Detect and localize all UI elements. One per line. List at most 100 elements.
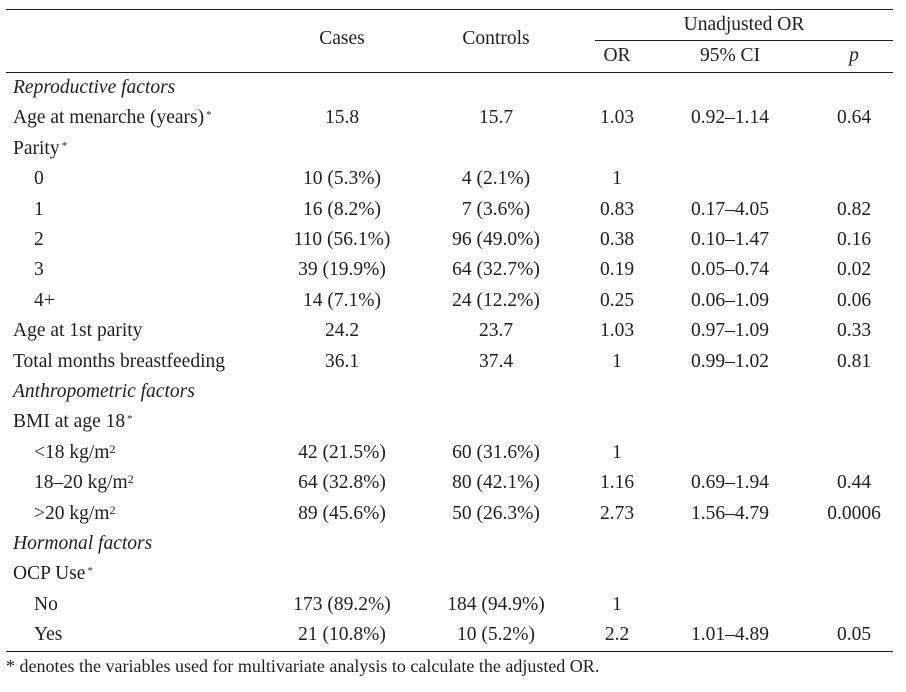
row-label-text: Anthropometric factors <box>13 381 195 402</box>
cell-controls: 37.4 <box>478 351 514 372</box>
row-label-text: 18–20 kg/m <box>34 472 128 493</box>
cell-p: 0.16 <box>836 229 872 250</box>
cell-controls: 64 (32.7%) <box>452 259 540 280</box>
section-heading: Hormonal factors <box>13 532 152 556</box>
cell-controls: 24 (12.2%) <box>452 290 540 311</box>
row-label: Total months breastfeeding <box>13 350 225 374</box>
row-label: No <box>34 593 58 617</box>
cell-controls: 15.7 <box>478 107 514 128</box>
unit-exponent: 2 <box>109 442 116 456</box>
cell-controls: 23.7 <box>478 320 514 341</box>
row-label-text: 1 <box>34 199 44 220</box>
cell-or: 1.03 <box>599 320 635 341</box>
cell-p: 0.06 <box>836 290 872 311</box>
row-label-text: 0 <box>34 168 44 189</box>
multivariate-marker: * <box>206 109 212 121</box>
cell-or: 1.16 <box>599 472 635 493</box>
row-label-text: Yes <box>34 624 63 645</box>
cell-controls: 4 (2.1%) <box>461 168 531 189</box>
header-or: OR <box>603 45 631 66</box>
cell-cases: 39 (19.9%) <box>298 259 386 280</box>
row-label: Parity * <box>13 137 67 161</box>
cell-p: 0.02 <box>836 259 872 280</box>
row-label: OCP Use * <box>13 562 93 586</box>
cell-or: 1 <box>612 168 622 189</box>
cell-p: 0.64 <box>836 107 872 128</box>
cell-or: 0.25 <box>599 290 635 311</box>
row-label-text: 2 <box>34 229 44 250</box>
row-label: 0 <box>34 167 44 191</box>
cell-cases: 21 (10.8%) <box>298 624 386 645</box>
header-cases: Cases <box>319 28 365 49</box>
row-label: 3 <box>34 258 44 282</box>
row-label: Age at 1st parity <box>13 319 142 343</box>
cell-p: 0.0006 <box>827 503 881 524</box>
section-heading: Anthropometric factors <box>13 380 195 404</box>
multivariate-marker: * <box>87 565 93 577</box>
cell-cases: 89 (45.6%) <box>298 503 386 524</box>
cell-cases: 24.2 <box>324 320 360 341</box>
cell-cases: 173 (89.2%) <box>293 594 391 615</box>
row-label-text: OCP Use <box>13 563 86 584</box>
cell-controls: 60 (31.6%) <box>452 442 540 463</box>
row-label-text: Age at menarche (years) <box>13 107 205 128</box>
header-group-rule <box>595 40 893 41</box>
cell-cases: 42 (21.5%) <box>298 442 386 463</box>
row-label-text: Age at 1st parity <box>13 320 143 341</box>
cell-p: 0.05 <box>836 624 872 645</box>
cell-p: 0.44 <box>836 472 872 493</box>
row-label-text: <18 kg/m <box>34 442 110 463</box>
cell-or: 2.73 <box>599 503 635 524</box>
unit-exponent: 2 <box>127 472 134 486</box>
row-label-text: Reproductive factors <box>13 77 176 98</box>
cell-cases: 16 (8.2%) <box>303 199 381 220</box>
table-bottom-rule <box>6 651 893 652</box>
cell-cases: 110 (56.1%) <box>293 229 391 250</box>
footnote: * denotes the variables used for multiva… <box>6 656 600 676</box>
row-label: Age at menarche (years) * <box>13 106 212 130</box>
cell-or: 0.38 <box>599 229 635 250</box>
row-label: Yes <box>34 623 62 647</box>
cell-controls: 10 (5.2%) <box>457 624 535 645</box>
cell-controls: 184 (94.9%) <box>447 594 545 615</box>
row-label: 1 <box>34 198 44 222</box>
header-controls: Controls <box>462 28 530 49</box>
row-label-text: BMI at age 18 <box>13 411 126 432</box>
cell-ci: 1.56–4.79 <box>691 503 769 524</box>
cell-controls: 80 (42.1%) <box>452 472 540 493</box>
cell-or: 2.2 <box>604 624 630 645</box>
row-label-text: 3 <box>34 259 44 280</box>
cell-ci: 0.97–1.09 <box>691 320 769 341</box>
section-heading: Reproductive factors <box>13 76 175 100</box>
cell-p: 0.81 <box>836 351 872 372</box>
row-label-text: Hormonal factors <box>13 533 153 554</box>
row-label-text: Parity <box>13 138 60 159</box>
cell-ci: 0.92–1.14 <box>691 107 769 128</box>
multivariate-marker: * <box>61 140 68 152</box>
cell-cases: 14 (7.1%) <box>303 290 381 311</box>
cell-ci: 0.99–1.02 <box>691 351 769 372</box>
cell-controls: 96 (49.0%) <box>452 229 540 250</box>
row-label: >20 kg/m2 <box>34 502 115 526</box>
row-label: <18 kg/m2 <box>34 441 115 465</box>
cell-or: 1 <box>612 351 622 372</box>
cell-ci: 0.10–1.47 <box>691 229 769 250</box>
row-label-text: Total months breastfeeding <box>13 351 225 372</box>
header-unadjusted-or: Unadjusted OR <box>683 14 805 35</box>
cell-or: 1 <box>612 442 622 463</box>
cell-cases: 10 (5.3%) <box>303 168 381 189</box>
row-label: 18–20 kg/m2 <box>34 471 134 495</box>
header-ci: 95% CI <box>699 45 761 66</box>
row-label: 4+ <box>34 289 55 313</box>
cell-controls: 50 (26.3%) <box>452 503 540 524</box>
cell-p: 0.33 <box>836 320 872 341</box>
cell-cases: 64 (32.8%) <box>298 472 386 493</box>
cell-or: 0.19 <box>599 259 635 280</box>
table-top-rule <box>6 9 893 10</box>
cell-controls: 7 (3.6%) <box>461 199 531 220</box>
header-p: p <box>849 45 859 66</box>
cell-ci: 0.06–1.09 <box>691 290 769 311</box>
row-label-text: 4+ <box>34 290 55 311</box>
cell-cases: 15.8 <box>324 107 360 128</box>
